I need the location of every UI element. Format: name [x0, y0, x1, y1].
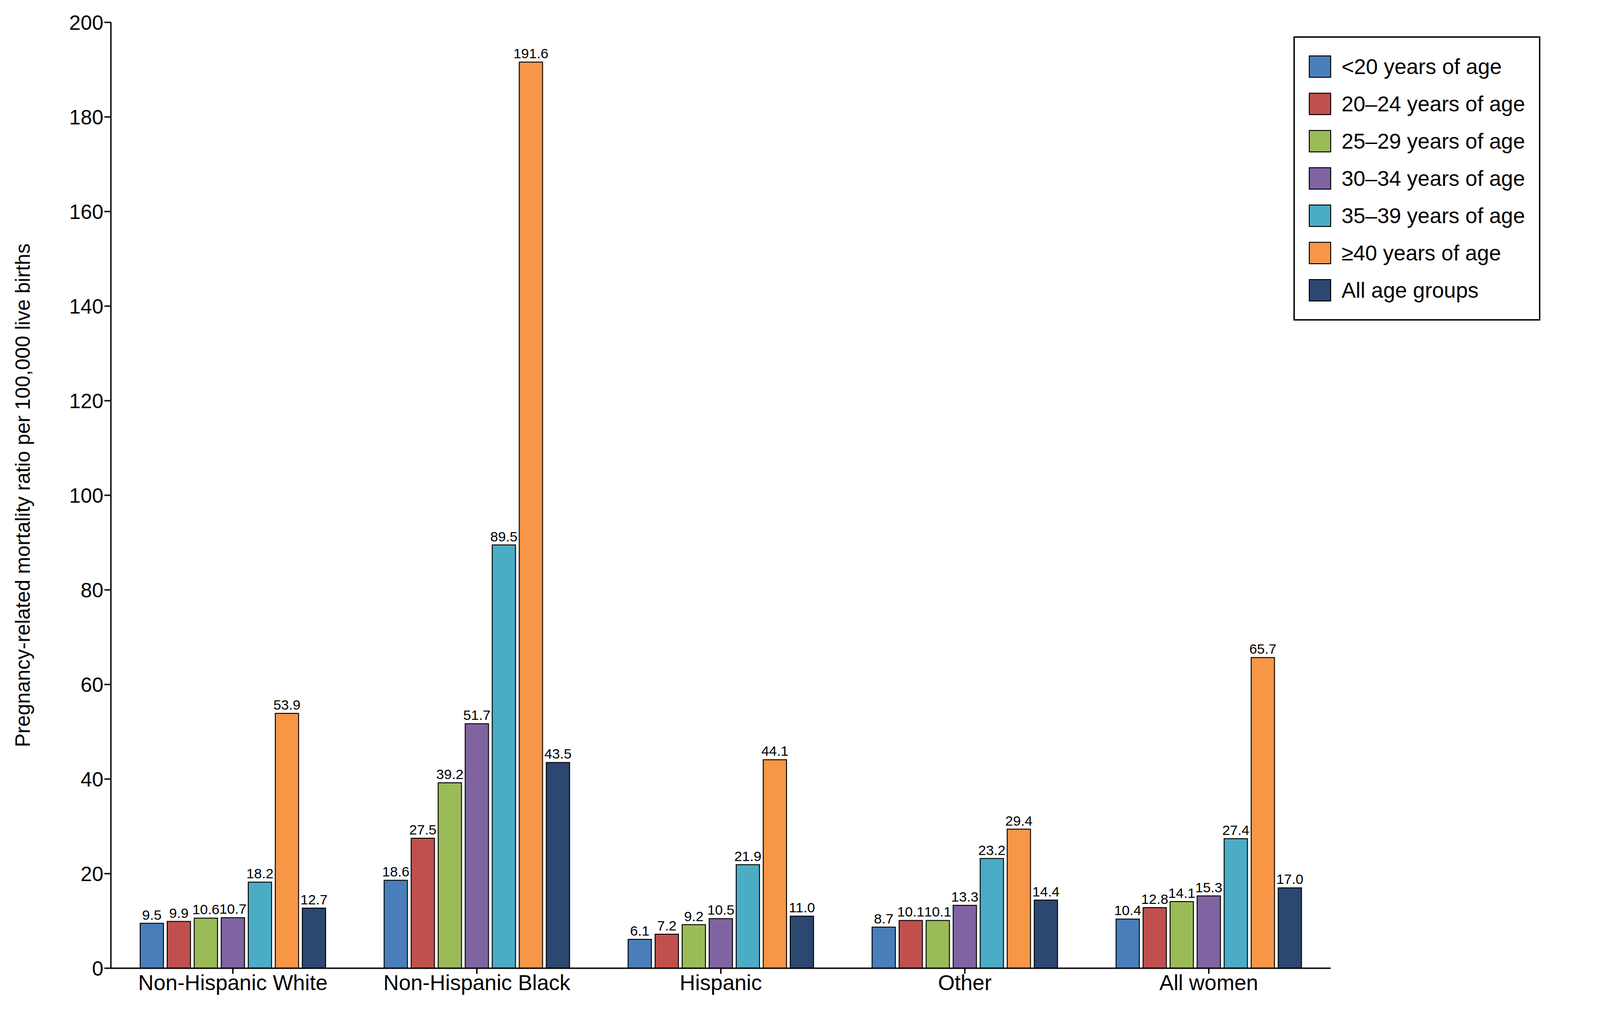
svg-text:43.5: 43.5 [544, 745, 572, 762]
svg-text:180: 180 [69, 105, 104, 129]
svg-text:29.4: 29.4 [1005, 813, 1033, 829]
svg-text:Non-Hispanic Black: Non-Hispanic Black [383, 970, 571, 995]
svg-text:18.6: 18.6 [382, 863, 410, 880]
svg-text:Non-Hispanic White: Non-Hispanic White [138, 970, 328, 995]
svg-text:12.8: 12.8 [1141, 891, 1169, 907]
svg-text:18.2: 18.2 [246, 865, 274, 882]
svg-text:14.1: 14.1 [1168, 885, 1196, 901]
svg-text:60: 60 [80, 673, 104, 697]
svg-text:80: 80 [80, 578, 104, 602]
svg-text:191.6: 191.6 [513, 45, 549, 62]
svg-text:9.9: 9.9 [169, 905, 189, 921]
svg-text:53.9: 53.9 [273, 697, 301, 713]
html-text:30–34 years of age: 30–34 years of age [1341, 166, 1525, 191]
svg-text:6.1: 6.1 [629, 923, 650, 939]
svg-text:40: 40 [80, 767, 104, 791]
svg-text:51.7: 51.7 [463, 707, 491, 723]
svg-text:20: 20 [80, 862, 104, 886]
svg-text:14.4: 14.4 [1032, 883, 1060, 900]
svg-text:Other: Other [937, 970, 992, 995]
svg-text:23.2: 23.2 [978, 842, 1006, 858]
svg-text:65.7: 65.7 [1249, 641, 1277, 657]
svg-text:10.1: 10.1 [897, 903, 925, 920]
svg-text:9.5: 9.5 [142, 907, 162, 923]
svg-text:13.3: 13.3 [951, 888, 979, 905]
svg-text:10.4: 10.4 [1114, 902, 1142, 918]
svg-text:27.4: 27.4 [1222, 822, 1250, 838]
html-text:25–29 years of age: 25–29 years of age [1341, 129, 1525, 154]
svg-text:15.3: 15.3 [1195, 879, 1223, 896]
svg-text:44.1: 44.1 [761, 743, 789, 759]
svg-text:10.1: 10.1 [924, 903, 952, 920]
svg-text:All women: All women [1159, 970, 1259, 995]
svg-text:39.2: 39.2 [436, 766, 464, 782]
svg-text:17.0: 17.0 [1276, 871, 1304, 887]
svg-text:Pregnancy-related mortality ra: Pregnancy-related mortality ratio per 10… [11, 243, 35, 748]
svg-text:10.5: 10.5 [707, 902, 735, 918]
html-text:≥40 years of age: ≥40 years of age [1341, 240, 1501, 266]
svg-text:8.7: 8.7 [874, 910, 894, 927]
svg-text:9.2: 9.2 [683, 908, 704, 924]
html-text:All age groups: All age groups [1341, 278, 1479, 303]
html-text:20–24 years of age: 20–24 years of age [1341, 91, 1525, 117]
svg-text:11.0: 11.0 [788, 899, 815, 916]
svg-text:12.7: 12.7 [300, 891, 328, 908]
html-text:<20 years of age: <20 years of age [1341, 54, 1502, 79]
svg-text:21.9: 21.9 [734, 848, 762, 864]
html-text:35–39 years of age: 35–39 years of age [1341, 203, 1525, 228]
svg-text:0: 0 [92, 957, 104, 980]
svg-text:200: 200 [69, 11, 104, 35]
svg-text:89.5: 89.5 [490, 528, 518, 545]
svg-text:10.6: 10.6 [192, 901, 220, 917]
svg-text:120: 120 [69, 389, 104, 413]
svg-text:7.2: 7.2 [656, 917, 677, 934]
svg-text:27.5: 27.5 [409, 821, 437, 838]
svg-text:Hispanic: Hispanic [679, 970, 762, 995]
svg-text:100: 100 [69, 484, 104, 507]
svg-text:10.7: 10.7 [219, 901, 247, 917]
svg-text:160: 160 [69, 200, 104, 224]
svg-text:140: 140 [69, 294, 104, 318]
